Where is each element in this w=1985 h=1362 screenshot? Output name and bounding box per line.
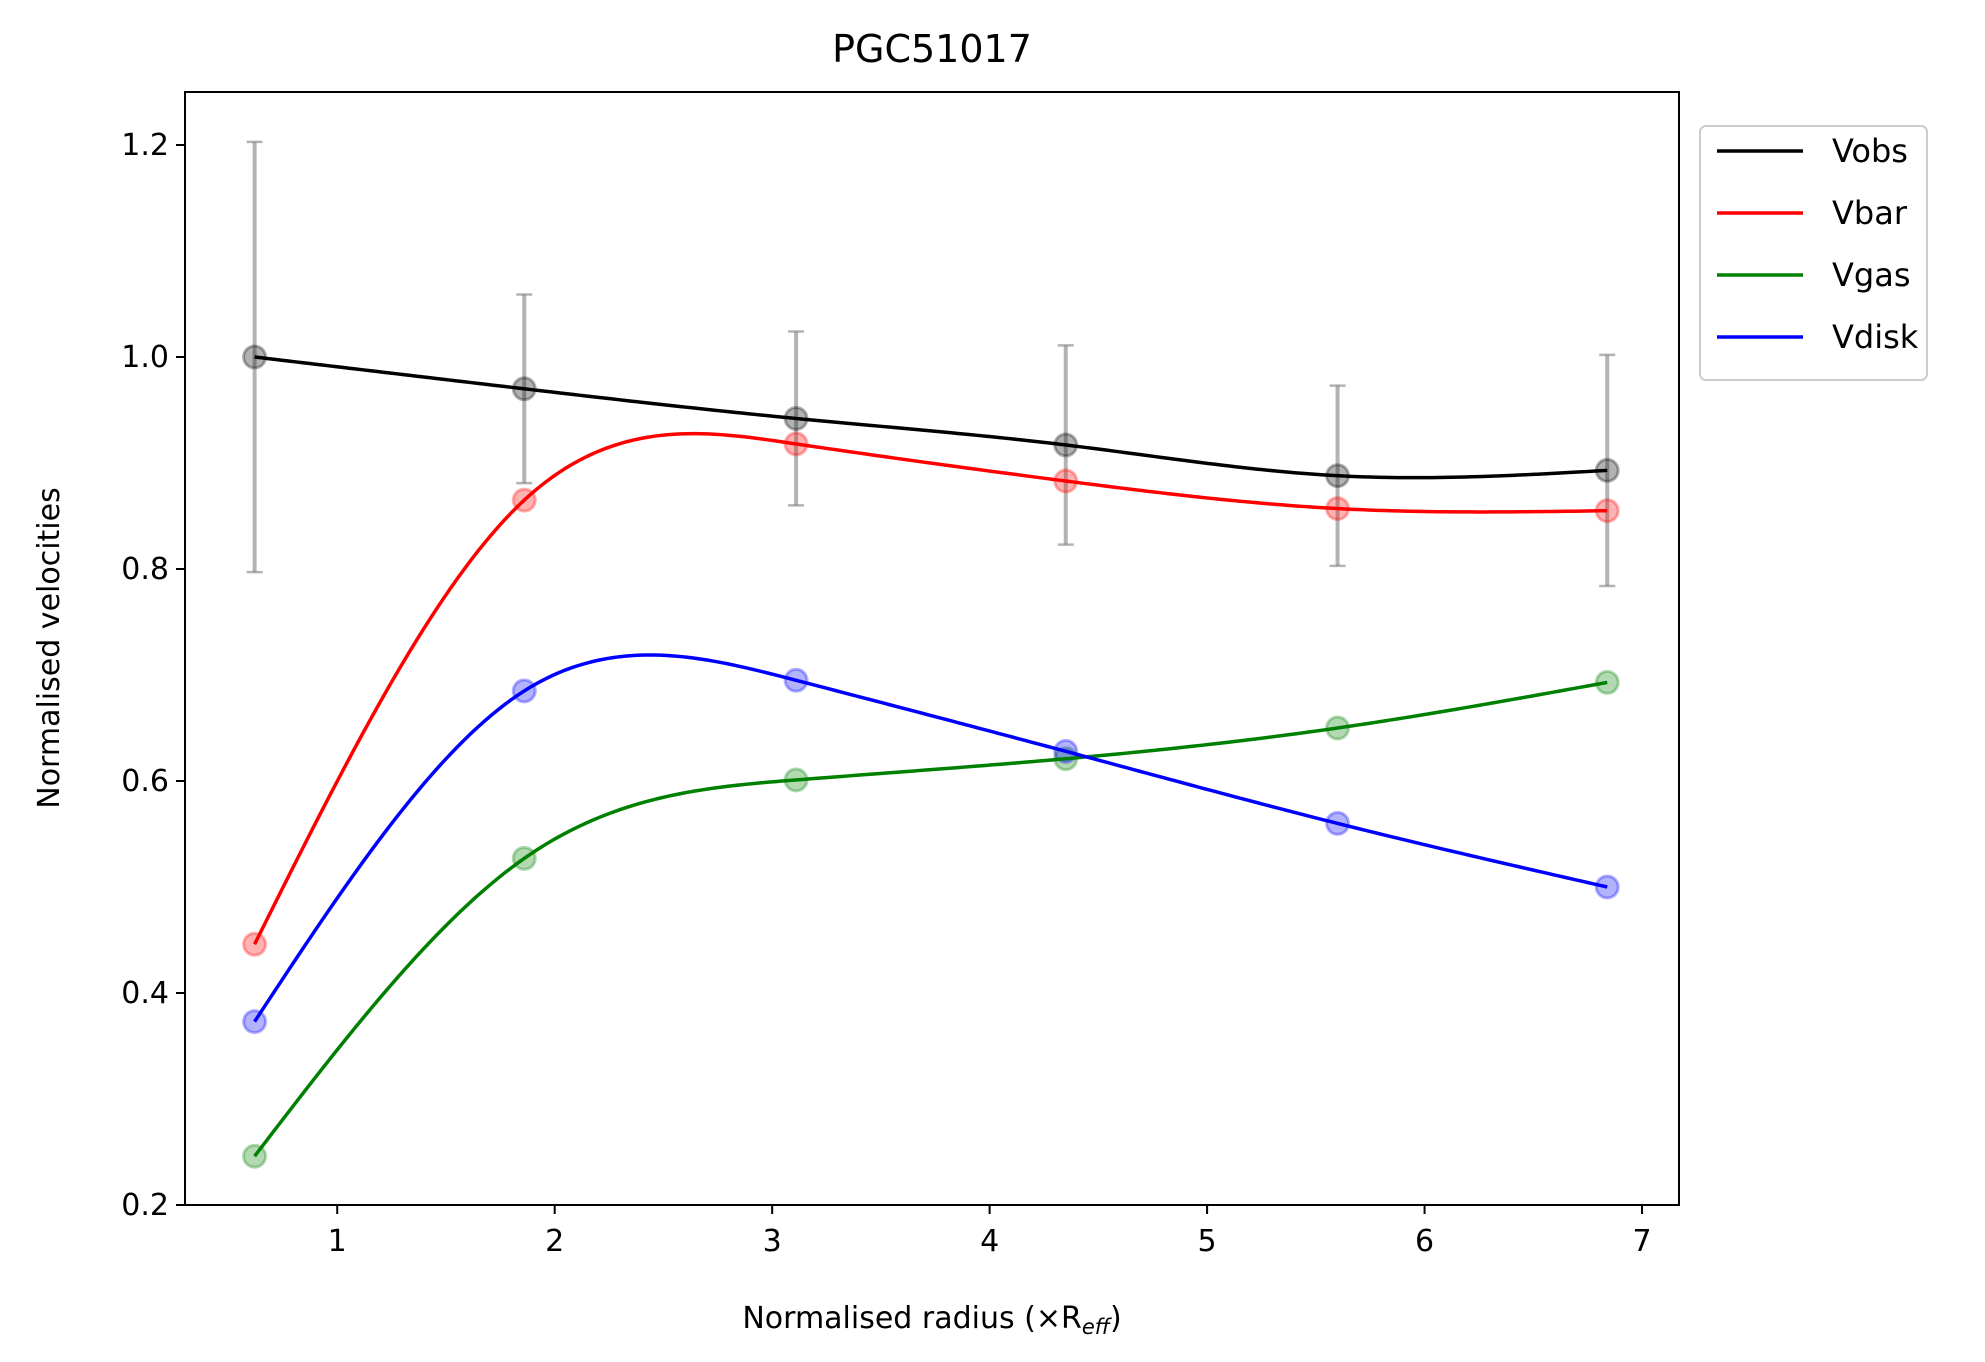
y-tick-label: 0.2 <box>121 1188 169 1223</box>
y-tick-label: 1.0 <box>121 340 169 375</box>
legend-label-vobs: Vobs <box>1832 132 1908 170</box>
y-tick-label: 0.8 <box>121 552 169 587</box>
x-tick-label: 2 <box>545 1224 564 1259</box>
data-point-vdisk <box>242 1009 268 1035</box>
x-tick-label: 1 <box>328 1224 347 1259</box>
x-tick-label: 3 <box>763 1224 782 1259</box>
series-line-vdisk <box>253 653 1608 1023</box>
x-axis-label-close: ) <box>1110 1301 1122 1336</box>
legend-label-vdisk: Vdisk <box>1832 318 1919 356</box>
plot-area <box>242 140 1620 1169</box>
x-tick-label: 6 <box>1415 1224 1434 1259</box>
x-tick-label: 4 <box>980 1224 999 1259</box>
legend-label-vgas: Vgas <box>1832 256 1910 294</box>
y-tick-label: 0.6 <box>121 764 169 799</box>
chart-title: PGC51017 <box>832 27 1032 71</box>
legend: Vobs Vbar Vgas Vdisk <box>1699 125 1928 381</box>
x-tick-label: 5 <box>1198 1224 1217 1259</box>
x-tick-label: 7 <box>1632 1224 1651 1259</box>
y-axis-label: Normalised velocities <box>32 487 67 808</box>
series-line-vobs <box>254 355 1608 480</box>
y-tick-label: 0.4 <box>121 976 169 1011</box>
x-axis-label: Normalised radius (×Reff) <box>742 1301 1121 1339</box>
y-tick-label: 1.2 <box>121 128 169 163</box>
axis-ticks: 1 2 3 4 5 6 7 0.2 0.4 0.6 0.8 1.0 1.2 <box>121 128 1651 1259</box>
legend-label-vbar: Vbar <box>1832 194 1908 232</box>
x-axis-label-text: Normalised radius (×R <box>742 1301 1082 1336</box>
series-line-vbar <box>253 431 1608 946</box>
legend-frame <box>1699 125 1928 381</box>
data-point-vbar <box>242 931 268 957</box>
plot-frame <box>184 91 1680 1206</box>
x-axis-label-subscript: eff <box>1082 1315 1113 1339</box>
series-line-vgas <box>253 680 1608 1158</box>
